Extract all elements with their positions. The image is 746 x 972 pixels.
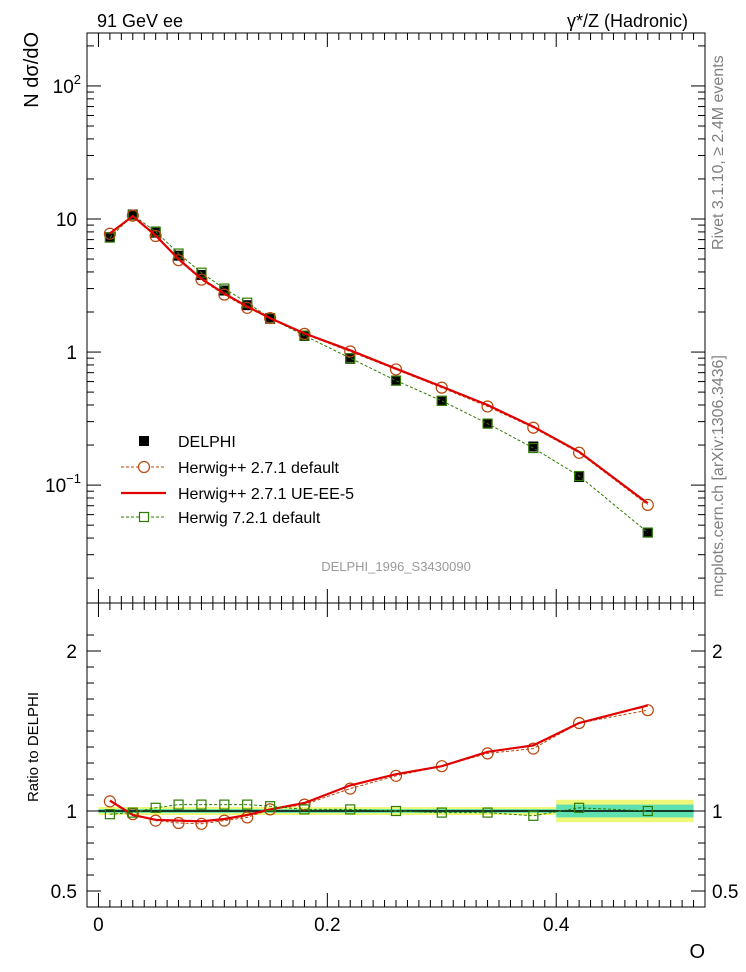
labels: 91 GeV ee γ*/Z (Hadronic) Rivet 3.1.10, … — [21, 11, 727, 963]
data-point — [527, 742, 540, 755]
data-point — [574, 472, 585, 483]
series-line — [109, 214, 649, 505]
ratio-panel — [98, 704, 694, 830]
data-point — [127, 807, 138, 818]
data-point — [642, 805, 653, 817]
y-tick-label: 10−1 — [45, 471, 81, 497]
data-point — [642, 527, 653, 538]
data-point — [126, 209, 139, 222]
data-point — [391, 375, 401, 386]
data-point — [528, 442, 539, 454]
data-point — [196, 267, 207, 278]
data-point — [436, 395, 447, 406]
data-point — [196, 799, 207, 810]
data-point — [298, 327, 311, 340]
ratio-y-tick-label: 0.5 — [51, 882, 77, 903]
x-tick-label: 0 — [93, 915, 104, 936]
data-point — [103, 795, 116, 808]
data-point — [528, 441, 539, 452]
legend-label: DELPHI — [178, 434, 236, 451]
data-point — [172, 816, 185, 830]
legend: DELPHI Herwig++ 2.7.1 default Herwig++ 2.7… — [121, 434, 354, 527]
data-point — [242, 799, 253, 810]
data-point — [299, 804, 310, 815]
data-point — [574, 802, 585, 813]
x-tick-label: 0.4 — [543, 915, 570, 936]
data-point — [345, 353, 356, 364]
frames: 102 10 1 10−1 2 2 1 1 0.5 0.5 0 0.2 0.4 — [45, 32, 738, 936]
series-line — [109, 214, 649, 533]
data-point — [219, 799, 230, 810]
series-line — [109, 704, 649, 823]
data-point — [218, 814, 231, 827]
y-tick-label: 10 — [56, 210, 77, 231]
data-point — [641, 704, 654, 717]
ratio-y-tick-label-right: 1 — [712, 802, 723, 823]
data-point — [242, 300, 253, 311]
data-point — [642, 527, 653, 538]
data-point — [149, 229, 162, 243]
data-point — [150, 802, 161, 813]
data-point — [641, 498, 654, 511]
legend-marker — [139, 436, 149, 446]
legend-marker — [138, 511, 150, 523]
data-point — [150, 227, 161, 238]
series-line — [109, 709, 648, 825]
series-line — [109, 804, 648, 817]
header-left: 91 GeV ee — [97, 11, 183, 31]
ratio-y-tick-label: 1 — [66, 802, 77, 823]
ratio-y-axis-label: Ratio to DELPHI — [25, 692, 42, 802]
data-point — [573, 446, 586, 459]
legend-label: Herwig 7.2.1 default — [178, 510, 321, 527]
data-point — [196, 269, 207, 280]
data-point — [172, 254, 185, 267]
data-point — [173, 250, 184, 261]
x-axis-label: O — [689, 941, 705, 963]
ratio-frame — [86, 602, 706, 908]
data-point — [219, 285, 230, 296]
y-tick-label: 1 — [66, 343, 77, 364]
data-point — [126, 808, 139, 821]
legend-marker — [137, 460, 151, 474]
header-right: γ*/Z (Hadronic) — [567, 11, 688, 31]
y-tick-label: 102 — [53, 72, 81, 98]
data-point — [574, 470, 585, 482]
data-point — [482, 807, 493, 818]
data-point — [527, 421, 540, 434]
data-point — [390, 805, 402, 817]
legend-label: Herwig++ 2.7.1 UE-EE-5 — [178, 486, 354, 503]
data-point — [265, 801, 276, 812]
main-panel — [103, 209, 654, 538]
data-point — [265, 312, 276, 324]
analysis-watermark: DELPHI_1996_S3430090 — [321, 559, 471, 574]
data-point — [390, 375, 402, 386]
data-point — [573, 716, 586, 730]
x-tick-label: 0.2 — [314, 915, 340, 936]
rivet-version-label: Rivet 3.1.10, ≥ 2.4M events — [710, 55, 727, 250]
data-point — [195, 273, 208, 286]
data-point — [104, 809, 115, 820]
data-point — [173, 799, 184, 810]
legend-label: Herwig++ 2.7.1 default — [178, 460, 340, 477]
data-point — [195, 817, 208, 830]
data-point — [218, 288, 231, 301]
data-point — [345, 804, 356, 815]
data-point — [241, 811, 254, 824]
main-y-axis-label: N dσ/dO — [21, 32, 43, 108]
ratio-y-tick-label-right: 2 — [712, 642, 723, 663]
data-point — [264, 311, 277, 325]
data-point — [345, 353, 356, 364]
data-point — [389, 363, 403, 376]
data-point — [436, 395, 447, 406]
data-point — [103, 227, 116, 240]
ratio-y-tick-label-right: 0.5 — [712, 882, 738, 903]
ratio-y-tick-label: 2 — [66, 642, 77, 663]
data-point — [241, 301, 254, 314]
mcplots-label: mcplots.cern.ch [arXiv:1306.3436] — [710, 355, 727, 597]
data-point — [482, 418, 493, 429]
data-point — [436, 807, 447, 818]
data-point — [528, 810, 539, 821]
